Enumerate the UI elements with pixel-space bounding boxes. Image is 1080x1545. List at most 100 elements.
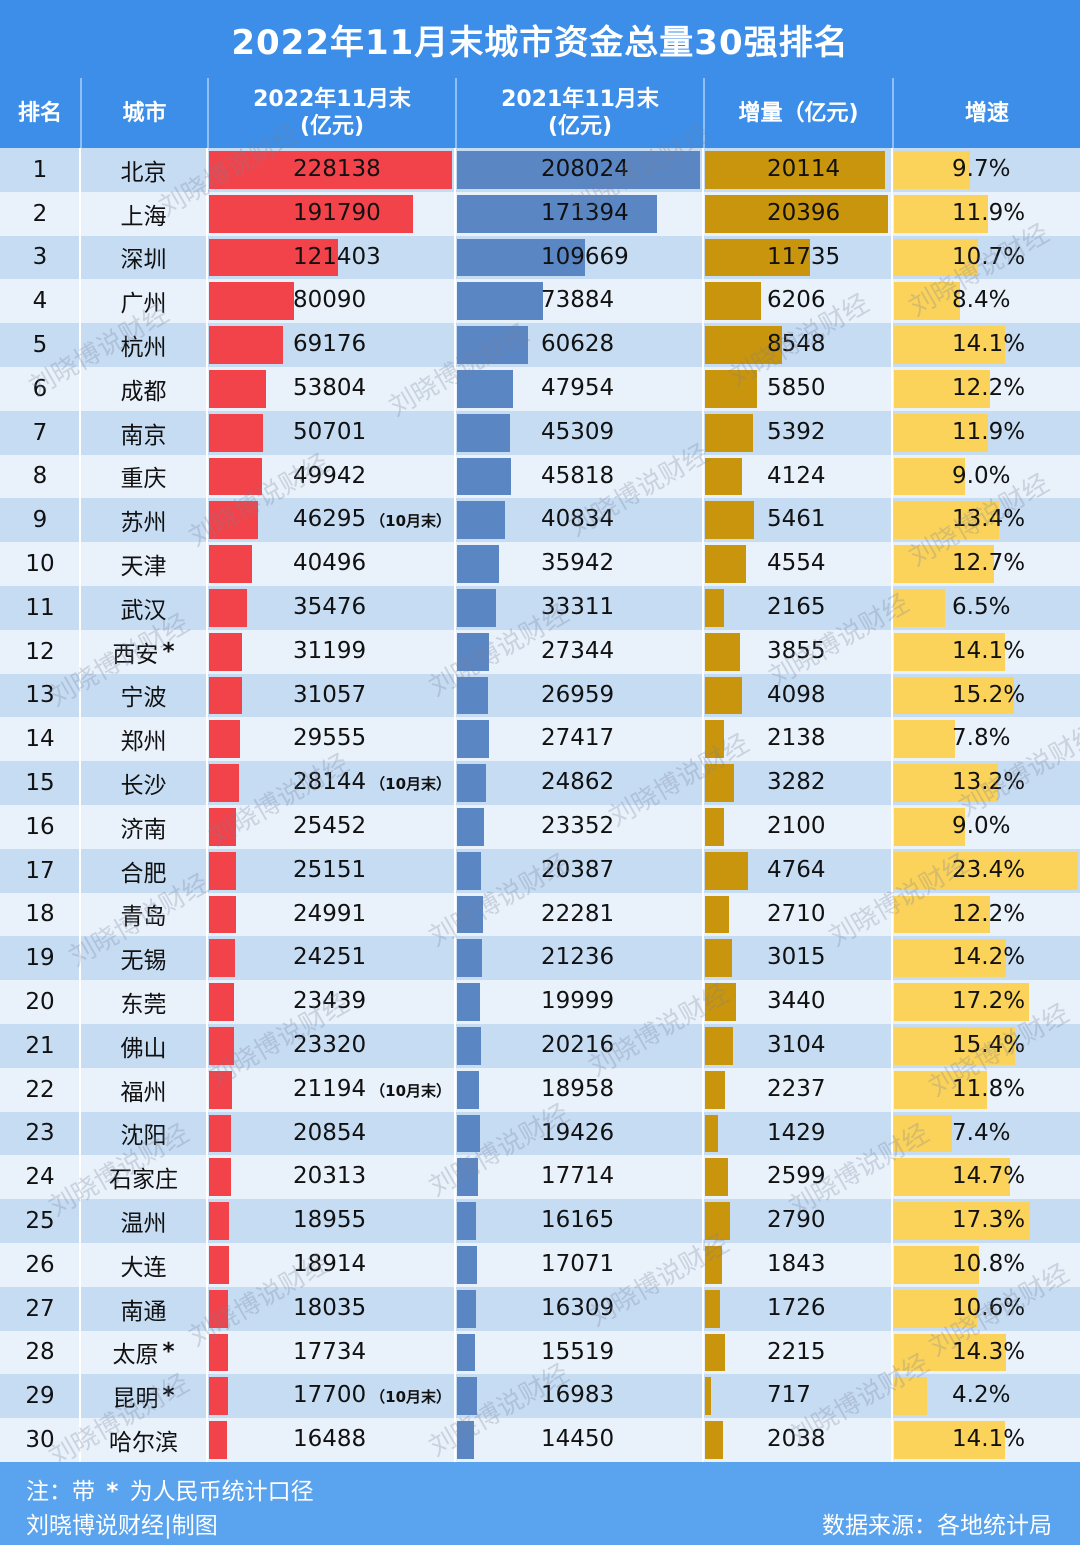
header-city: 城市 <box>80 78 207 148</box>
v2022-bar <box>209 1377 228 1416</box>
v2021-bar <box>457 151 700 189</box>
inc-value: 5461 <box>767 506 826 533</box>
footer-note: 注：带 * 为人民币统计口径 <box>26 1472 314 1506</box>
v2021-bar <box>457 545 499 583</box>
rank-cell: 2 <box>32 200 48 227</box>
city-name: 上海 <box>120 203 167 230</box>
city-name: 长沙 <box>120 773 167 800</box>
city-name: 东莞 <box>120 992 167 1019</box>
city-name: 石家庄 <box>109 1167 178 1194</box>
table-row: 5 杭州 69176 60628 8548 14.1% <box>0 323 1080 367</box>
city-name: 合肥 <box>120 860 167 887</box>
growth-value: 11.9% <box>952 418 1026 445</box>
v2022-bar <box>209 457 263 496</box>
growth-bar <box>894 720 956 759</box>
v2021-value: 19999 <box>541 988 615 1015</box>
table-row: 21 佛山 23320 20216 3104 15.4% <box>0 1024 1080 1068</box>
header-growth: 增速 <box>892 78 1080 148</box>
inc-bar <box>705 1027 733 1065</box>
column-divider <box>702 148 704 1462</box>
inc-value: 2038 <box>767 1426 826 1453</box>
growth-value: 13.4% <box>952 506 1026 533</box>
v2022-value: 80090 <box>293 287 367 314</box>
v2021-value: 21236 <box>541 944 615 971</box>
table-row: 20 东莞 23439 19999 3440 17.2% <box>0 980 1080 1024</box>
table-row: 17 合肥 25151 20387 4764 23.4% <box>0 848 1080 893</box>
growth-bar <box>894 1289 978 1328</box>
v2022-value: 23320 <box>293 1032 367 1058</box>
city-name: 哈尔滨 <box>109 1430 178 1457</box>
rank-cell: 10 <box>25 551 55 578</box>
rank-cell: 18 <box>25 901 55 928</box>
column-divider <box>454 148 456 1462</box>
city-cell: 郑州 <box>80 717 207 761</box>
growth-value: 14.3% <box>952 1338 1026 1365</box>
city-name: 重庆 <box>120 466 167 493</box>
rank-cell: 7 <box>32 419 48 446</box>
city-cell: 北京 <box>80 148 207 192</box>
oct-end-note: （10月末） <box>370 1081 452 1100</box>
inc-bar <box>705 589 725 627</box>
rank-cell: 4 <box>32 288 48 315</box>
inc-value: 3282 <box>767 769 826 796</box>
growth-bar <box>894 545 994 583</box>
city-name: 南京 <box>120 422 167 449</box>
v2021-bar <box>457 1070 480 1109</box>
growth-bar <box>894 501 1000 540</box>
growth-bar <box>894 1421 1005 1459</box>
city-name: 昆明 <box>112 1386 159 1413</box>
growth-bar <box>894 1114 953 1153</box>
inc-bar <box>705 282 761 321</box>
rank-cell: 14 <box>25 726 55 753</box>
city-name: 北京 <box>120 159 167 186</box>
inc-value: 2165 <box>767 594 826 620</box>
v2022-bar <box>209 1246 230 1284</box>
growth-value: 15.2% <box>952 681 1026 708</box>
v2022-value: 40496 <box>293 550 367 577</box>
v2022-bar <box>209 545 253 583</box>
inc-value: 4098 <box>767 681 826 708</box>
v2021-value: 16983 <box>541 1382 615 1409</box>
inc-value: 1429 <box>767 1119 826 1146</box>
rank-cell: 3 <box>32 244 48 271</box>
footer-source: 数据来源：各地统计局 <box>822 1513 1052 1539</box>
growth-bar <box>894 370 990 408</box>
footer: 注：带 * 为人民币统计口径 刘晓博说财经|制图 数据来源：各地统计局 <box>0 1462 1080 1545</box>
rmb-star-mark: * <box>162 638 175 665</box>
inc-bar <box>705 238 811 277</box>
v2022-bar <box>209 151 452 189</box>
v2021-value: 20216 <box>541 1032 615 1058</box>
rank-cell: 1 <box>32 156 48 183</box>
inc-bar <box>705 983 736 1021</box>
v2021-bar <box>457 720 490 759</box>
v2021-value: 20387 <box>541 856 615 883</box>
inc-bar <box>705 851 748 890</box>
growth-bar <box>894 1333 1007 1372</box>
city-cell: 上海 <box>80 192 207 236</box>
city-name: 郑州 <box>120 729 167 756</box>
v2022-value: 21194 （10月末） <box>293 1075 452 1102</box>
growth-value: 9.7% <box>952 156 1011 182</box>
growth-value: 12.7% <box>952 550 1026 577</box>
growth-value: 10.6% <box>952 1294 1026 1321</box>
v2022-bar <box>209 326 283 364</box>
table-row: 11 武汉 35476 33311 2165 6.5% <box>0 586 1080 630</box>
header-2022: 2022年11月末 (亿元) <box>207 78 455 148</box>
v2022-value: 29555 <box>293 725 367 752</box>
v2021-bar <box>457 326 528 364</box>
inc-bar <box>705 1289 721 1328</box>
footer-note-suffix: 为人民币统计口径 <box>129 1479 314 1505</box>
table-row: 30 哈尔滨 16488 14450 2038 14.1% <box>0 1418 1080 1462</box>
table-row: 8 重庆 49942 45818 4124 9.0% <box>0 454 1080 499</box>
header-2021-line2: (亿元) <box>547 114 613 139</box>
growth-value: 12.2% <box>952 375 1026 401</box>
city-cell: 南通 <box>80 1287 207 1331</box>
rank-cell: 17 <box>25 857 55 884</box>
table-row: 10 天津 40496 35942 4554 12.7% <box>0 542 1080 586</box>
v2022-value: 25151 <box>293 856 367 883</box>
v2021-bar <box>457 764 487 802</box>
v2021-bar <box>457 939 482 978</box>
v2022-value: 50701 <box>293 418 367 445</box>
inc-value: 2215 <box>767 1338 826 1365</box>
city-name: 佛山 <box>120 1035 167 1062</box>
